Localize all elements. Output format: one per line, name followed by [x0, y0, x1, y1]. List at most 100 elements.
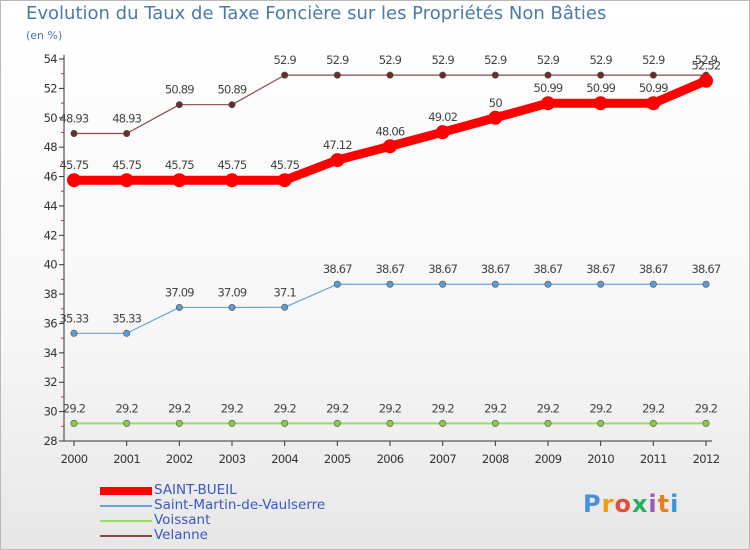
data-label: 38.67	[639, 262, 668, 276]
data-label: 47.12	[323, 138, 352, 152]
data-point	[281, 303, 289, 311]
data-point	[649, 419, 657, 427]
data-point	[646, 96, 661, 111]
data-point	[172, 173, 187, 188]
data-label: 29.2	[168, 401, 191, 415]
y-tick-label: 34	[44, 346, 58, 360]
data-point	[70, 129, 78, 137]
data-label: 38.67	[323, 262, 352, 276]
data-point	[435, 125, 450, 140]
legend-swatch	[100, 535, 152, 537]
data-label: 38.67	[586, 262, 615, 276]
data-point	[439, 71, 447, 79]
data-label: 45.75	[112, 158, 141, 172]
data-label: 48.93	[112, 111, 141, 125]
data-label: 52.9	[589, 53, 612, 67]
data-label: 29.2	[537, 401, 560, 415]
legend-label: SAINT-BUEIL	[154, 482, 237, 498]
y-tick-label: 32	[44, 375, 58, 389]
data-point	[228, 303, 236, 311]
logo-letter: P	[583, 490, 602, 518]
data-point	[491, 71, 499, 79]
data-label: 52.9	[326, 53, 349, 67]
data-label: 48.06	[376, 124, 405, 138]
data-point	[439, 280, 447, 288]
logo-letter: r	[601, 490, 615, 518]
data-point	[175, 101, 183, 109]
data-point	[123, 419, 131, 427]
data-label: 50.89	[165, 83, 194, 97]
data-point	[386, 419, 394, 427]
proxiti-logo: Proxiti	[583, 490, 679, 518]
data-label: 38.67	[376, 262, 405, 276]
data-label: 52.9	[537, 53, 560, 67]
logo-letter: i	[670, 490, 680, 518]
data-point	[699, 73, 713, 88]
data-point	[597, 280, 605, 288]
data-point	[541, 96, 555, 111]
data-label: 52.9	[484, 53, 507, 67]
legend-swatch	[100, 487, 152, 495]
data-label: 38.67	[692, 262, 721, 276]
chart-subtitle: (en %)	[26, 29, 63, 42]
data-point	[333, 280, 341, 288]
data-label: 52.9	[642, 53, 665, 67]
data-label: 29.2	[484, 401, 507, 415]
x-tick-label: 2009	[535, 452, 562, 466]
data-label: 50.89	[218, 83, 247, 97]
data-label: 35.33	[112, 311, 141, 325]
data-label: 45.75	[165, 158, 194, 172]
data-label: 37.1	[273, 285, 296, 299]
data-point	[228, 419, 236, 427]
data-label: 48.93	[60, 111, 89, 125]
legend-item: Velanne	[100, 527, 500, 543]
x-tick-label: 2004	[271, 452, 298, 466]
data-point	[281, 419, 289, 427]
data-label: 50.99	[586, 81, 615, 95]
data-label: 52.9	[379, 53, 402, 67]
legend-item: Voissant	[100, 512, 500, 528]
data-point	[123, 129, 131, 137]
x-tick-label: 2011	[640, 452, 667, 466]
logo-letter: i	[648, 490, 658, 518]
data-point	[491, 419, 499, 427]
data-label: 29.2	[273, 401, 296, 415]
data-point	[281, 71, 289, 79]
y-tick-label: 30	[44, 405, 58, 419]
data-label: 37.09	[165, 285, 194, 299]
y-tick-label: 48	[44, 140, 58, 154]
legend-swatch	[100, 505, 152, 507]
data-point	[649, 280, 657, 288]
data-point	[228, 101, 236, 109]
x-tick-label: 2012	[693, 452, 720, 466]
data-label: 50	[489, 96, 503, 110]
data-label: 45.75	[270, 158, 299, 172]
data-point	[330, 153, 345, 168]
data-label: 35.33	[60, 311, 89, 325]
data-point	[175, 419, 183, 427]
data-point	[70, 419, 78, 427]
data-label: 50.99	[534, 81, 563, 95]
data-point	[386, 71, 394, 79]
data-label: 52.9	[273, 53, 296, 67]
data-label: 29.2	[115, 401, 138, 415]
data-label: 45.75	[60, 158, 89, 172]
legend-swatch	[100, 520, 152, 522]
data-point	[225, 173, 239, 188]
series-layer	[67, 71, 713, 427]
axes: 28 30 32 34 36 38 40 42 44 46 48 50 52 54 2000 2001 2002…	[44, 52, 721, 466]
data-label: 29.2	[326, 401, 349, 415]
data-point	[544, 71, 552, 79]
data-label: 38.67	[428, 262, 457, 276]
legend-item: SAINT-BUEIL	[100, 482, 500, 498]
data-label: 29.2	[221, 401, 244, 415]
y-tick-label: 40	[44, 258, 58, 272]
logo-letter: t	[657, 490, 671, 518]
data-label: 38.67	[534, 262, 563, 276]
x-tick-label: 2000	[61, 452, 88, 466]
legend-label: Saint-Martin-de-Vaulserre	[154, 497, 326, 513]
data-label: 29.2	[379, 401, 402, 415]
data-label: 52.9	[695, 53, 718, 67]
data-point	[597, 71, 605, 79]
